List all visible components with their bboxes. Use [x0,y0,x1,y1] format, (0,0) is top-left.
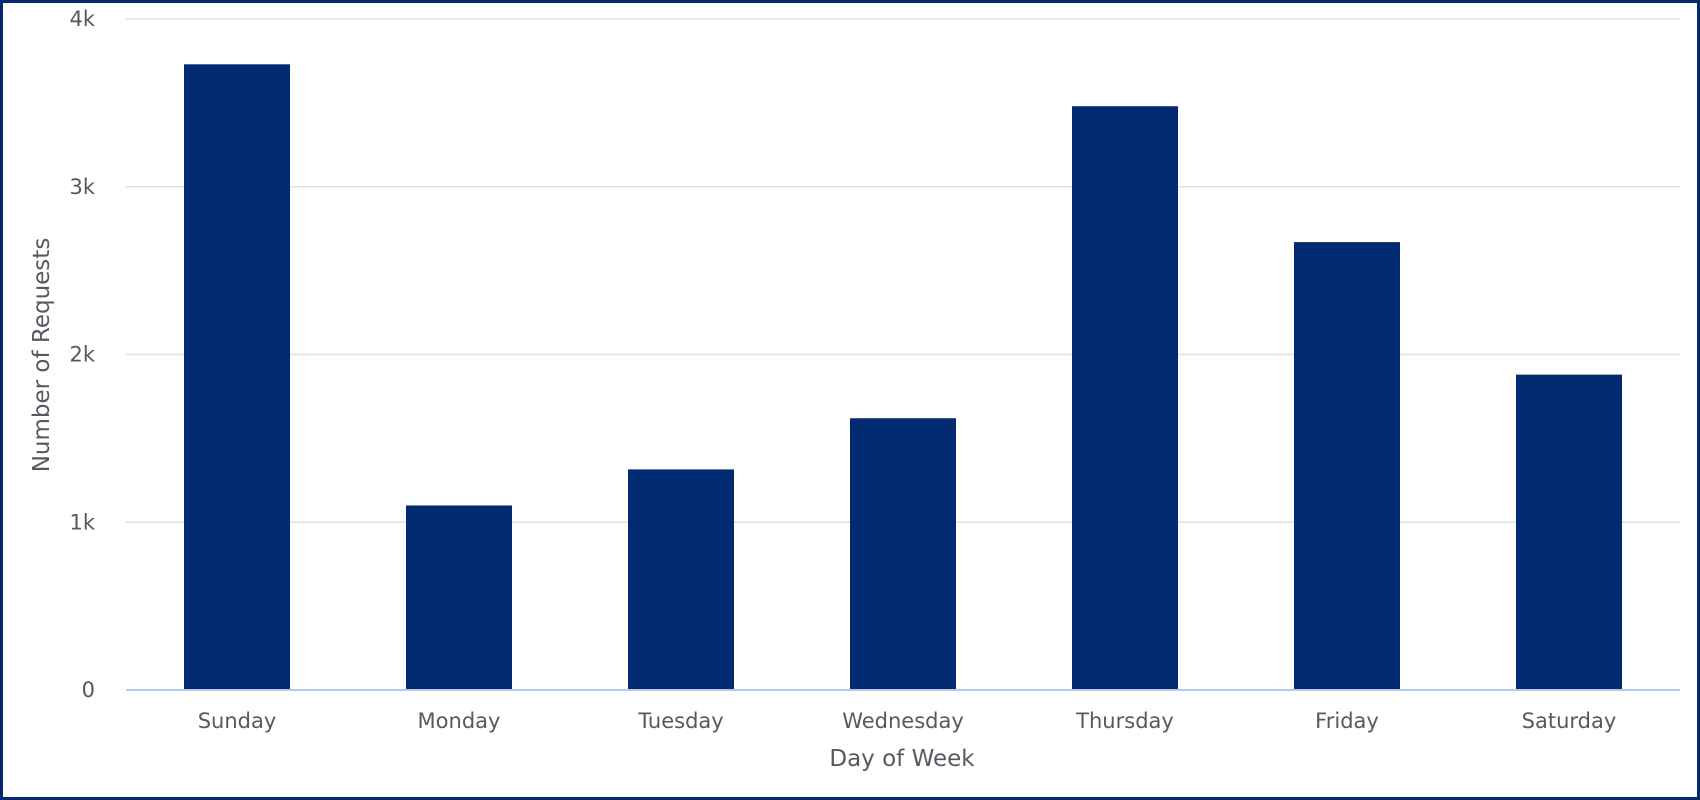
x-tick-label: Sunday [198,709,277,733]
y-tick-label: 3k [69,175,95,199]
x-tick-label: Saturday [1522,709,1617,733]
y-tick-label: 4k [69,7,95,31]
bar-sunday[interactable] [184,64,290,691]
bar-saturday[interactable] [1516,374,1622,690]
bars [184,64,1622,691]
x-axis-title: Day of Week [829,746,975,772]
bar-friday[interactable] [1294,242,1400,691]
x-axis-ticks: Sunday Monday Tuesday Wednesday Thursday Frid… [198,709,1617,733]
y-tick-label: 2k [69,343,95,367]
bar-tuesday[interactable] [628,469,734,690]
bar-monday[interactable] [406,505,512,690]
bar-wednesday[interactable] [850,418,956,690]
y-tick-label: 0 [82,678,95,702]
x-tick-label: Monday [418,709,501,733]
x-tick-label: Thursday [1075,709,1174,733]
x-tick-label: Wednesday [842,709,964,733]
y-axis-ticks: 0 1k 2k 3k 4k [69,7,95,702]
bar-thursday[interactable] [1072,106,1178,691]
y-axis-title: Number of Requests [29,238,55,473]
y-tick-label: 1k [69,510,95,534]
x-tick-label: Friday [1315,709,1379,733]
x-tick-label: Tuesday [637,709,723,733]
